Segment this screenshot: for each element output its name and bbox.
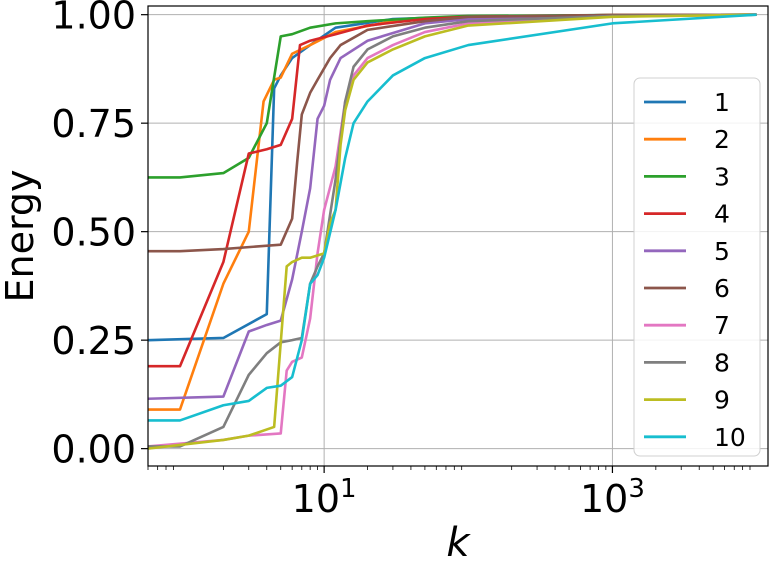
y-tick-label: 0.25 bbox=[51, 319, 136, 363]
grid-lines bbox=[148, 6, 768, 466]
series-line-10 bbox=[148, 13, 757, 422]
series-line-5 bbox=[147, 13, 757, 401]
y-tick-label: 1.00 bbox=[51, 0, 136, 38]
legend-label: 10 bbox=[714, 423, 746, 452]
x-axis-label: k bbox=[446, 520, 471, 563]
legend-label: 9 bbox=[714, 386, 730, 415]
series-lines bbox=[147, 13, 757, 450]
y-tick-label: 0.50 bbox=[51, 211, 136, 255]
legend-label: 8 bbox=[714, 348, 730, 377]
plot-frame bbox=[147, 5, 769, 467]
x-tick-label: 103 bbox=[580, 474, 645, 521]
legend: 1 2 3 4 5 6 7 8 9 10 bbox=[633, 77, 761, 457]
legend-label: 2 bbox=[714, 125, 730, 154]
y-axis-label: Energy bbox=[0, 169, 42, 302]
legend-label: 5 bbox=[714, 237, 730, 266]
y-tick-label: 0.00 bbox=[51, 428, 136, 472]
y-tick-label: 0.75 bbox=[51, 102, 136, 146]
series-line-6 bbox=[148, 13, 757, 253]
legend-label: 4 bbox=[714, 200, 730, 229]
legend-label: 1 bbox=[714, 88, 730, 117]
legend-label: 6 bbox=[714, 274, 730, 303]
series-line-8 bbox=[148, 13, 757, 448]
legend-label: 3 bbox=[714, 162, 730, 191]
legend-label: 7 bbox=[714, 311, 730, 340]
series-line-7 bbox=[147, 13, 757, 448]
x-tick-label: 101 bbox=[292, 474, 357, 521]
